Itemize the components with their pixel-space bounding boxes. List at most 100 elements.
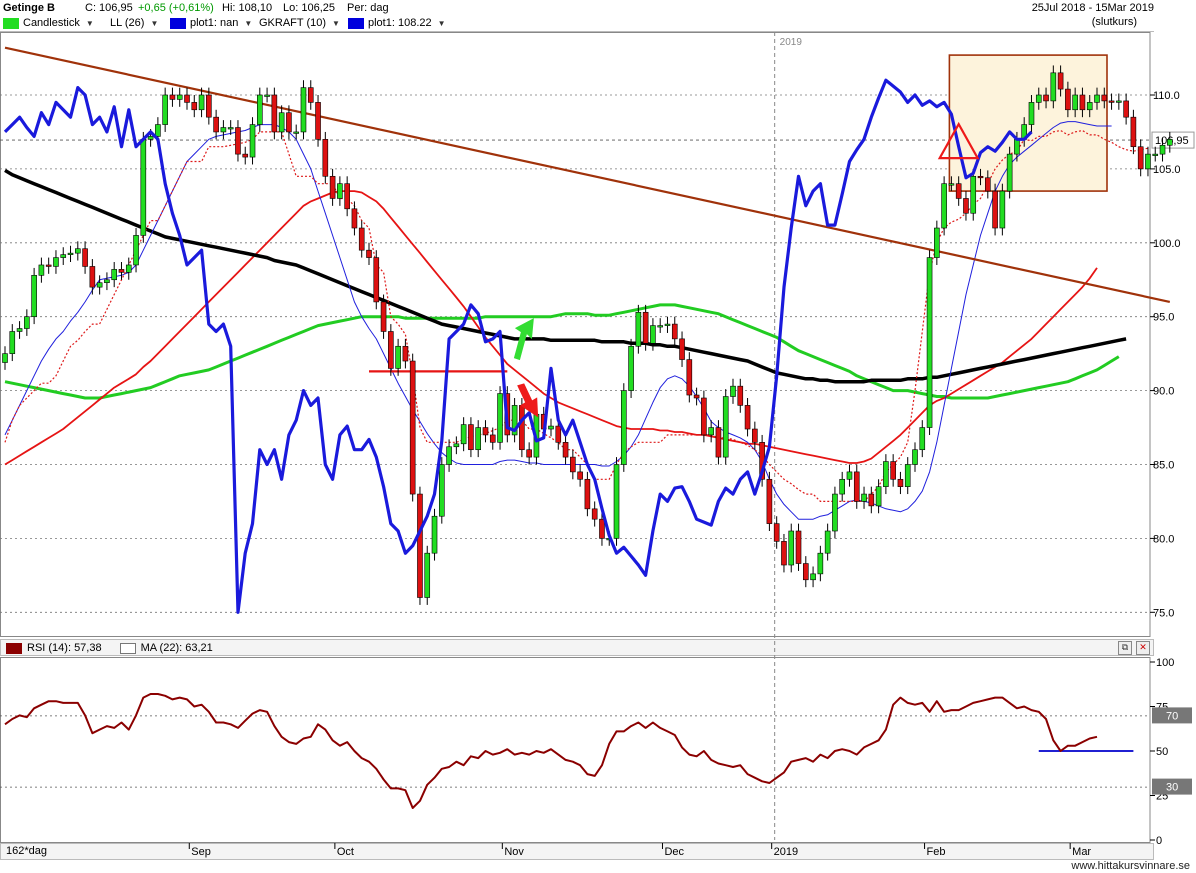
candle-body: [162, 94, 168, 125]
rsi-level-label: 30: [1166, 782, 1178, 794]
rsi-header-bar: [0, 639, 1154, 656]
y-tick-label: 75.0: [1153, 607, 1174, 619]
candle-body: [992, 190, 998, 229]
candle-body: [948, 183, 955, 186]
candle-body: [934, 227, 940, 258]
candle-body: [388, 331, 394, 369]
candle-body: [737, 385, 744, 406]
candle-body: [781, 541, 787, 566]
candle-body: [1006, 153, 1013, 192]
candle-body: [242, 153, 249, 158]
candle-body: [511, 405, 518, 436]
candle-body: [1152, 153, 1159, 156]
candle-body: [460, 424, 467, 445]
candle-body: [1159, 144, 1166, 155]
rsi-legend-item[interactable]: RSI (14): 57,38: [6, 642, 102, 654]
candle-body: [125, 264, 132, 273]
candle-body: [60, 254, 67, 258]
candle-body: [766, 478, 773, 524]
candle-body: [752, 428, 758, 443]
year-marker-label: 2019: [780, 37, 803, 48]
candle-body: [955, 183, 962, 199]
candle-body: [206, 94, 212, 118]
dropdown-icon: ▼: [437, 18, 446, 28]
candle-body: [671, 323, 678, 340]
legend-swatch: [119, 642, 136, 654]
candle-body: [155, 124, 161, 137]
candle-body: [1050, 72, 1057, 102]
candle-body: [708, 427, 714, 436]
candle-body: [1086, 102, 1093, 111]
candle-body: [802, 563, 809, 581]
rsi-y-tick-label: 100: [1156, 657, 1174, 669]
candle-body: [133, 235, 139, 266]
rsi-level-label: 70: [1166, 710, 1178, 722]
candle-body: [453, 443, 460, 448]
candle-body: [875, 486, 882, 507]
rsi-ma-legend-item[interactable]: MA (22): 63,21: [119, 642, 213, 654]
candle-body: [497, 393, 503, 443]
legend-swatch: [6, 642, 22, 654]
legend-swatch: [348, 17, 364, 29]
symbol-title: Getinge B: [3, 2, 55, 14]
candle-body: [1145, 153, 1151, 170]
candle-body: [650, 325, 656, 344]
candle-body: [584, 478, 591, 510]
candle-body: [526, 449, 532, 458]
legend-plot1-value[interactable]: plot1: 108.22 ▼: [348, 17, 446, 29]
candle-body: [1123, 100, 1129, 118]
candle-body: [104, 279, 110, 284]
candle-body: [118, 269, 125, 273]
legend-swatch: [3, 17, 19, 29]
candle-body: [446, 446, 452, 465]
candle-body: [329, 175, 336, 199]
candle-body: [337, 183, 343, 199]
series-blue_thin: [4, 121, 1112, 520]
candle-body: [264, 94, 270, 97]
candle-body: [9, 331, 16, 354]
candle-body: [315, 102, 321, 140]
candle-body: [1057, 72, 1064, 90]
restore-panel-button[interactable]: ⧉: [1118, 641, 1132, 655]
candle-body: [140, 139, 147, 236]
candle-body: [1072, 94, 1078, 111]
legend-plot1-nan[interactable]: plot1: nan ▼: [170, 17, 252, 29]
candle-body: [1108, 100, 1115, 103]
candle-body: [897, 478, 904, 487]
legend-gkraft[interactable]: GKRAFT (10) ▼: [259, 17, 340, 29]
candle-body: [489, 434, 496, 443]
series-blue_oscillator: [3, 78, 1033, 614]
candle-body: [861, 493, 867, 502]
candle-body: [744, 405, 751, 430]
candle-body: [213, 116, 219, 133]
y-tick-label: 80.0: [1153, 533, 1174, 545]
candle-body: [409, 360, 416, 495]
candle-body: [96, 282, 103, 288]
indicator-legend: Candlestick ▼ LL (26) ▼ plot1: nan ▼ GKR…: [0, 16, 1154, 31]
candle-body: [45, 264, 52, 267]
candle-body: [227, 127, 234, 130]
candle-body: [235, 127, 241, 155]
rsi-level-box: [1152, 707, 1192, 724]
candle-body: [366, 249, 372, 258]
dropdown-icon: ▼: [85, 18, 94, 28]
green-arrow-up: [513, 318, 534, 361]
close-value: C: 106,95: [85, 2, 133, 14]
watermark: www.hittakursvinnare.se: [1071, 860, 1190, 872]
series-ma_red: [4, 190, 1098, 466]
candle-body: [256, 94, 263, 125]
legend-ll[interactable]: LL (26) ▼: [110, 17, 158, 29]
high-value: Hi: 108,10: [222, 2, 273, 14]
candle-body: [2, 353, 8, 363]
candle-body: [475, 427, 482, 451]
rsi-line: [4, 693, 1098, 809]
candle-body: [912, 449, 918, 465]
x-tick-label: Sep: [191, 846, 211, 858]
dropdown-icon: ▼: [332, 18, 340, 28]
candle-body: [82, 248, 88, 267]
legend-label: GKRAFT (10): [259, 17, 327, 29]
close-panel-button[interactable]: ✕: [1136, 641, 1150, 655]
candle-body: [730, 385, 736, 397]
candle-body: [300, 87, 307, 133]
legend-candlestick[interactable]: Candlestick ▼: [3, 17, 94, 29]
